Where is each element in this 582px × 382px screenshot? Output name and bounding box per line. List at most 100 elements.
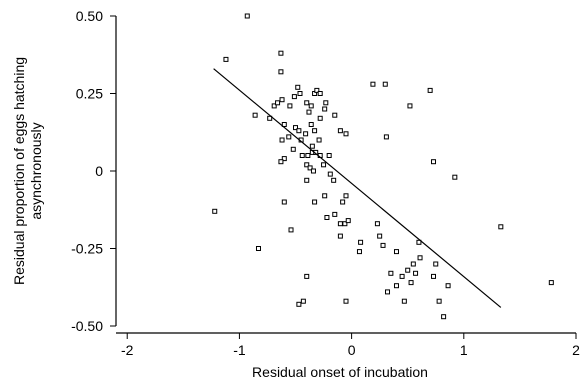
data-point bbox=[223, 56, 229, 62]
data-point bbox=[252, 112, 258, 118]
data-point bbox=[279, 137, 285, 143]
data-point bbox=[410, 261, 416, 267]
data-point bbox=[405, 267, 411, 273]
data-point bbox=[308, 103, 314, 109]
data-point bbox=[498, 224, 504, 230]
data-point bbox=[306, 109, 312, 115]
data-point bbox=[287, 103, 293, 109]
data-point bbox=[278, 69, 284, 75]
data-point bbox=[399, 273, 405, 279]
data-point bbox=[271, 103, 277, 109]
data-point bbox=[307, 165, 313, 171]
data-point bbox=[417, 255, 423, 261]
data-point bbox=[321, 162, 327, 168]
data-point bbox=[331, 177, 337, 183]
data-point bbox=[303, 131, 309, 137]
data-point bbox=[343, 193, 349, 199]
data-point bbox=[370, 81, 376, 87]
data-point bbox=[279, 97, 285, 103]
data-point bbox=[291, 94, 297, 100]
y-tick-label: -0.25 bbox=[71, 241, 103, 257]
data-point bbox=[340, 199, 346, 205]
data-point bbox=[358, 239, 364, 245]
data-point bbox=[433, 261, 439, 267]
data-point bbox=[382, 81, 388, 87]
data-point bbox=[267, 115, 273, 121]
data-point bbox=[281, 122, 287, 127]
data-point bbox=[548, 280, 554, 286]
data-point bbox=[342, 221, 348, 227]
data-point bbox=[326, 153, 332, 158]
data-point bbox=[436, 298, 442, 304]
x-axis-ticks: -2 -1 0 1 2 bbox=[121, 333, 580, 358]
data-point bbox=[296, 128, 302, 134]
data-point bbox=[431, 273, 437, 279]
x-tick-label: -1 bbox=[233, 342, 246, 358]
y-axis-ticks: 0.50 0.25 0 -0.25 -0.50 bbox=[71, 8, 116, 334]
data-point bbox=[388, 270, 394, 276]
data-point bbox=[304, 162, 310, 168]
data-point bbox=[323, 100, 329, 106]
data-point bbox=[290, 146, 296, 152]
data-point bbox=[445, 283, 451, 289]
data-point bbox=[317, 115, 323, 121]
data-point bbox=[275, 100, 281, 106]
data-point bbox=[332, 112, 338, 118]
data-point bbox=[413, 270, 419, 276]
data-point bbox=[297, 91, 303, 96]
data-point bbox=[314, 87, 320, 93]
data-point bbox=[416, 239, 422, 245]
data-point bbox=[312, 128, 318, 134]
data-point bbox=[332, 211, 338, 217]
data-point bbox=[327, 171, 333, 177]
data-point bbox=[337, 221, 343, 227]
data-point bbox=[309, 143, 315, 149]
data-point bbox=[255, 246, 261, 251]
data-point bbox=[317, 91, 323, 96]
data-point bbox=[316, 137, 322, 143]
data-point bbox=[288, 227, 294, 233]
y-axis-label: Residual proportion of eggs hatching asy… bbox=[11, 57, 44, 285]
y-tick-label: -0.50 bbox=[71, 318, 103, 334]
data-point bbox=[356, 249, 362, 255]
data-point bbox=[295, 84, 301, 90]
data-point bbox=[345, 218, 351, 224]
data-point bbox=[427, 87, 433, 93]
data-point bbox=[401, 298, 407, 304]
data-point bbox=[374, 221, 380, 227]
x-tick-label: 2 bbox=[572, 342, 580, 358]
data-point bbox=[431, 159, 437, 165]
data-point bbox=[452, 174, 458, 180]
data-point bbox=[281, 156, 287, 162]
data-points bbox=[212, 13, 554, 320]
data-point bbox=[304, 100, 310, 106]
y-axis-label-line-1: Residual proportion of eggs hatching bbox=[11, 57, 27, 285]
data-point bbox=[300, 298, 306, 304]
data-point bbox=[278, 159, 284, 165]
data-point bbox=[408, 280, 414, 286]
x-axis-label: Residual onset of incubation bbox=[252, 364, 428, 380]
data-point bbox=[305, 153, 311, 158]
data-point bbox=[393, 283, 399, 289]
regression-line bbox=[213, 68, 502, 308]
data-point bbox=[383, 134, 389, 140]
data-point bbox=[322, 106, 328, 112]
data-point bbox=[212, 208, 218, 214]
plot-area: -2 -1 0 1 2 0.50 0.25 0 -0.25 -0.50 bbox=[71, 8, 580, 358]
y-tick-label: 0 bbox=[95, 163, 103, 179]
data-point bbox=[296, 301, 302, 307]
data-point bbox=[343, 298, 349, 304]
data-point bbox=[377, 233, 383, 239]
data-point bbox=[337, 233, 343, 239]
data-point bbox=[281, 199, 287, 205]
data-point bbox=[407, 103, 413, 109]
data-point bbox=[304, 177, 310, 183]
data-point bbox=[308, 122, 314, 127]
y-tick-label: 0.25 bbox=[76, 86, 103, 102]
x-tick-label: 0 bbox=[348, 342, 356, 358]
data-point bbox=[441, 314, 447, 320]
data-point bbox=[299, 153, 305, 158]
y-axis-label-line-2: asynchronously bbox=[28, 122, 44, 219]
data-point bbox=[312, 199, 318, 205]
data-point bbox=[304, 273, 310, 279]
